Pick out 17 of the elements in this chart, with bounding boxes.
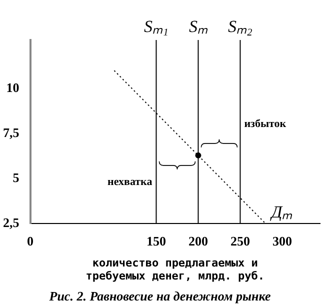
ref-line-label: Sₘ₁ [144, 16, 168, 36]
ref-line-label: Sₘ [188, 16, 208, 36]
x-axis-title: количество предлагаемых и требуемых денег, млрд. руб. [86, 256, 265, 283]
x-tick-label: 250 [230, 234, 250, 249]
ref-line-label: Sₘ₂ [228, 16, 253, 36]
y-tick-label: 2,5 [3, 214, 20, 230]
annotation: избыток [244, 118, 286, 130]
y-tick-label: 5 [12, 170, 20, 185]
text: Рис. 2. Равновесие на денежном рынке [49, 288, 271, 304]
x-tick-label: 150 [146, 234, 166, 249]
x-tick-label: 200 [188, 234, 208, 249]
x-tick-label: 300 [272, 234, 292, 249]
annotation: нехватка [108, 176, 152, 188]
y-tick-label: 10 [6, 80, 20, 95]
x-tick-label: 0 [27, 234, 34, 249]
series-label: Дₘ [269, 202, 294, 222]
y-tick-label: 7,5 [3, 124, 20, 140]
